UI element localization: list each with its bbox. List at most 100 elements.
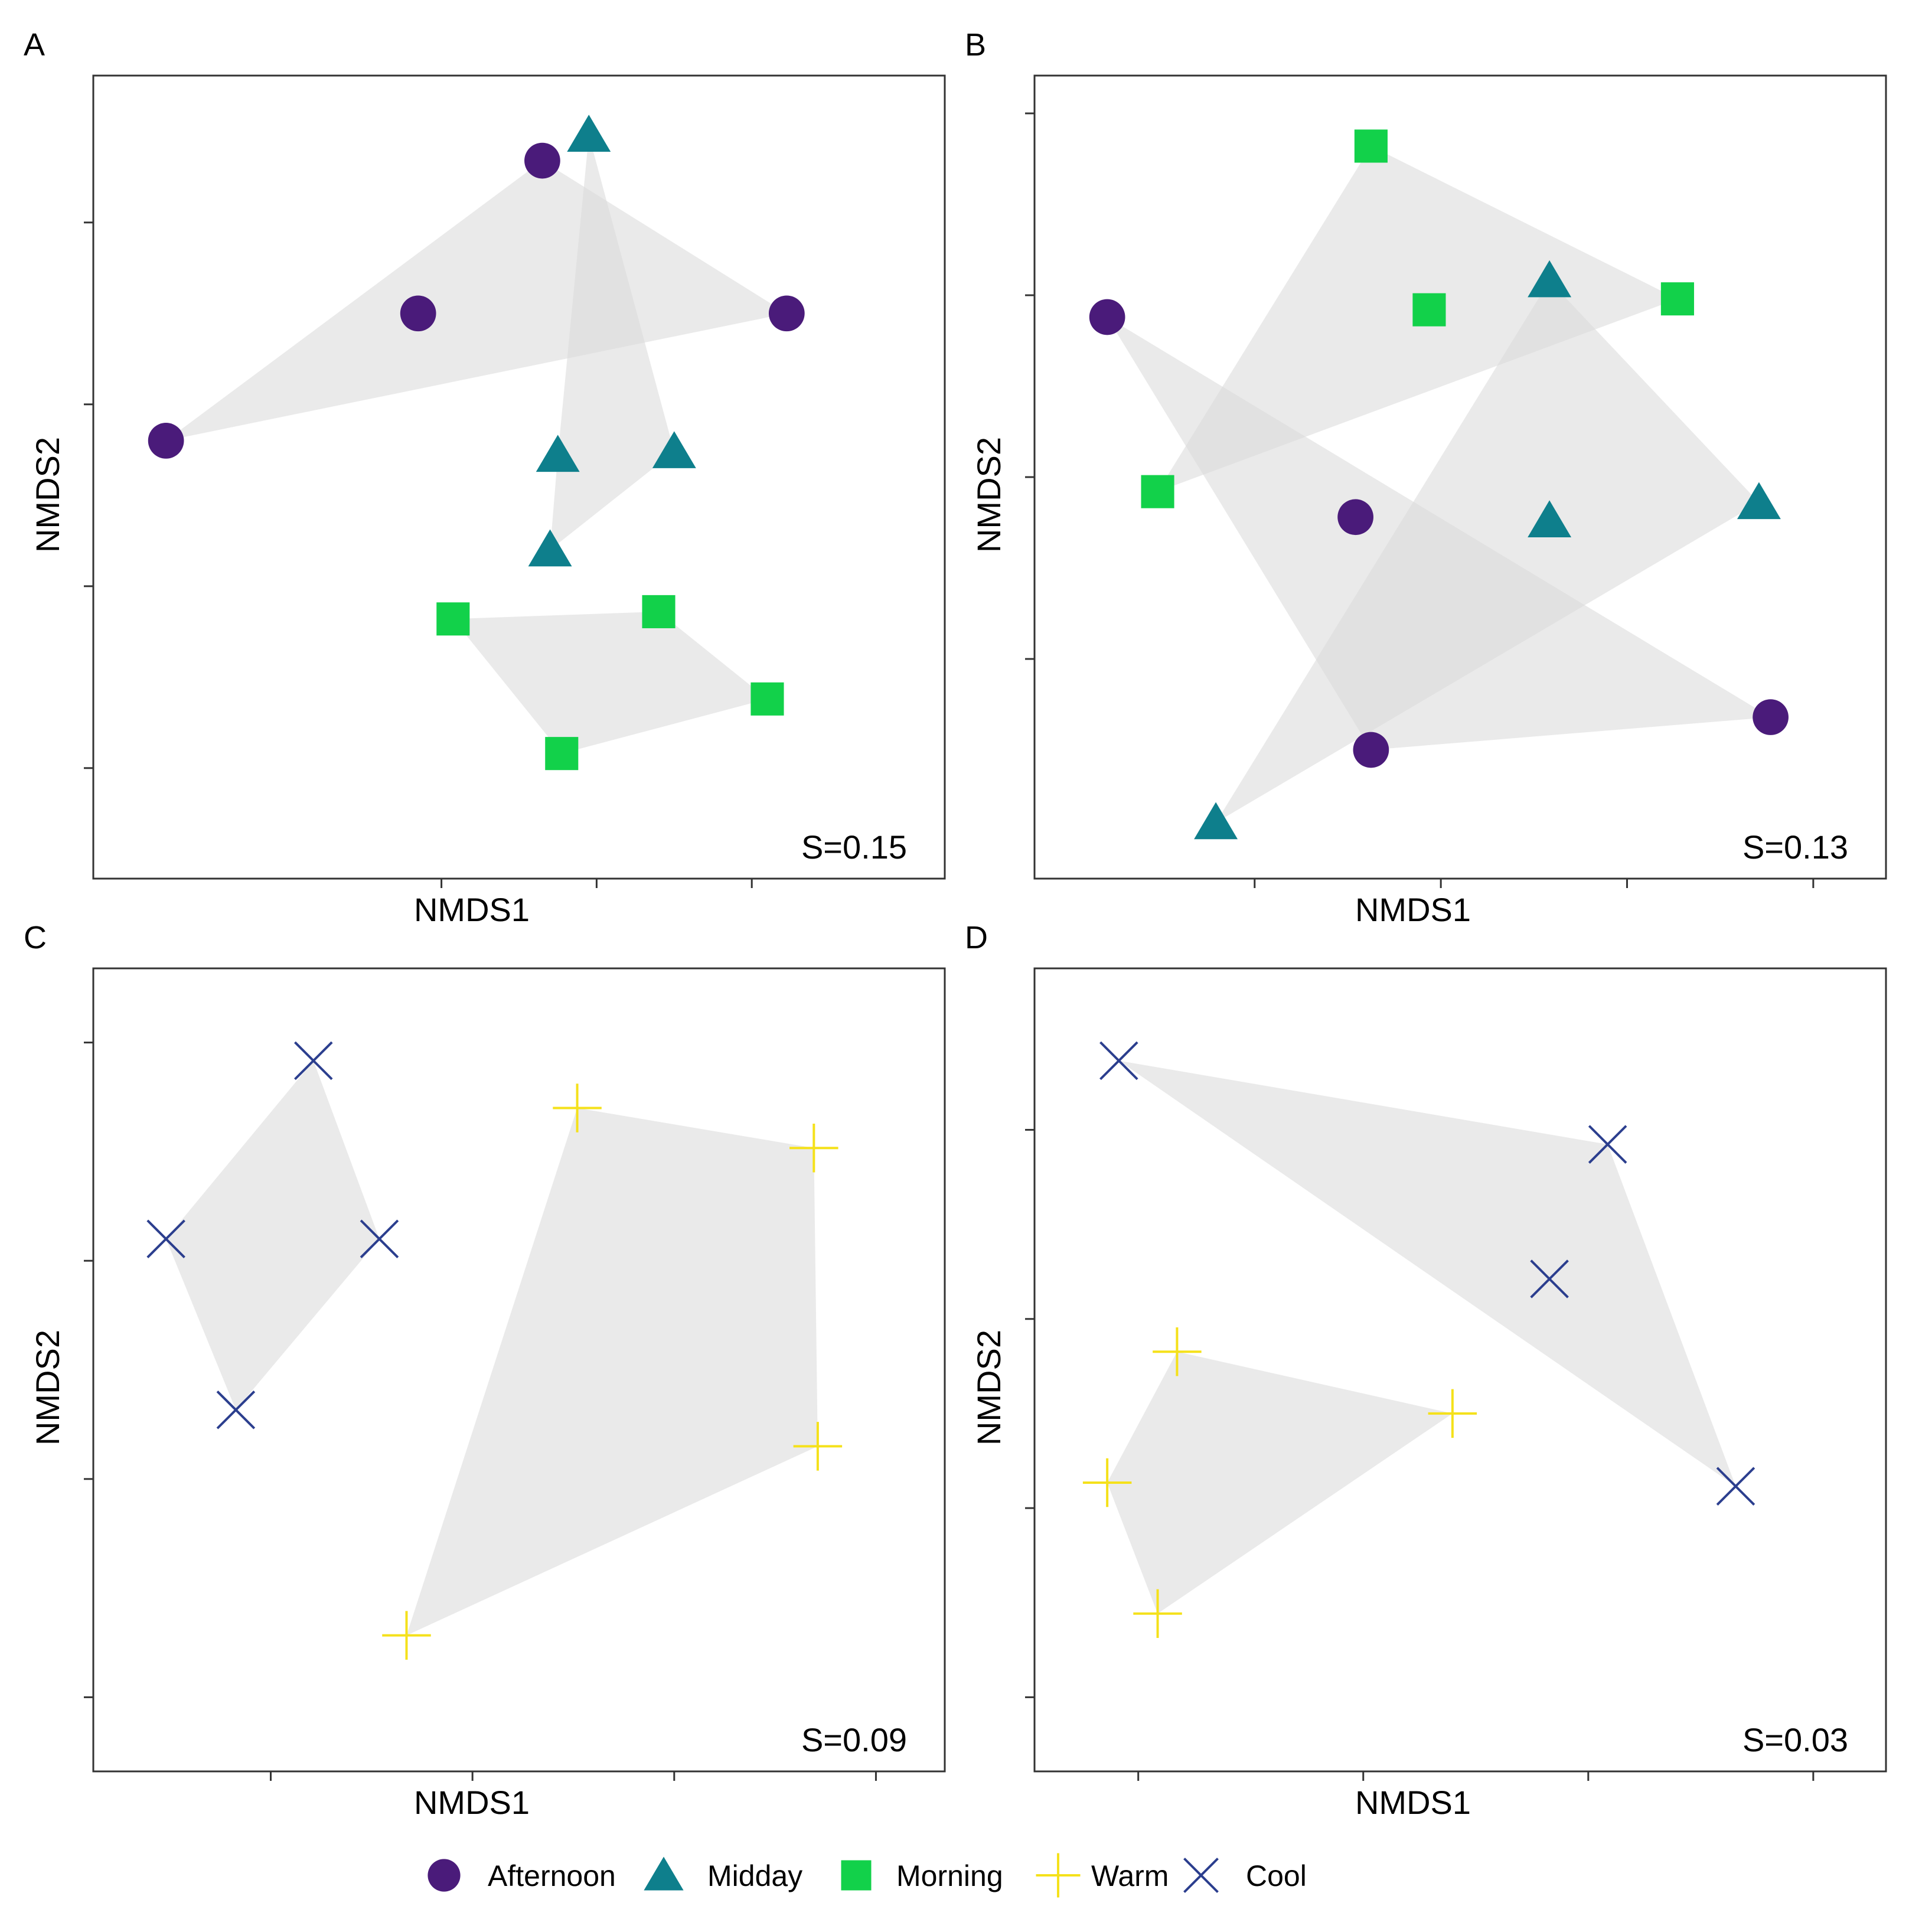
point-morning: [436, 602, 470, 636]
point-warm: [1153, 1327, 1202, 1376]
legend-item-warm: Warm: [1036, 1853, 1169, 1898]
plot-frame: [1033, 967, 1887, 1773]
points: [1089, 129, 1789, 840]
point-midday: [1737, 482, 1781, 520]
ticks: [1025, 112, 1815, 888]
legend-triangle-icon: [644, 1856, 684, 1891]
legend-item-midday: Midday: [644, 1856, 802, 1892]
legend-square-icon: [841, 1860, 872, 1891]
point-midday: [1528, 500, 1572, 537]
y-axis-title: NMDS2: [970, 437, 1007, 553]
hulls: [1107, 1060, 1736, 1614]
legend-cross-icon: [1183, 1858, 1219, 1893]
point-midday: [536, 435, 580, 472]
ticks: [1025, 1128, 1815, 1781]
legend-label: Cool: [1246, 1859, 1307, 1892]
point-warm: [789, 1123, 838, 1173]
legend-item-cool: Cool: [1183, 1858, 1307, 1893]
points: [148, 115, 805, 771]
plot-frame: [92, 74, 946, 880]
point-afternoon: [524, 142, 560, 179]
stress-value: S=0.03: [1742, 1721, 1848, 1758]
point-cool: [216, 1390, 256, 1430]
x-axis-title: NMDS1: [1355, 1784, 1471, 1821]
point-cool: [360, 1219, 399, 1259]
point-afternoon: [1753, 699, 1789, 735]
legend-label: Morning: [896, 1859, 1003, 1892]
point-afternoon: [400, 295, 436, 332]
legend-cross-icon-b: [1183, 1858, 1219, 1893]
point-cool-b: [216, 1390, 256, 1430]
hull-warm: [406, 1108, 818, 1636]
point-afternoon: [1089, 299, 1125, 335]
point-cool-b: [146, 1219, 185, 1259]
legend-label: Midday: [707, 1859, 802, 1892]
point-cool: [1716, 1467, 1755, 1506]
point-morning: [1354, 129, 1388, 163]
hull-midday: [1216, 280, 1759, 823]
point-afternoon: [1353, 732, 1389, 768]
point-morning: [1141, 475, 1174, 508]
point-warm: [1133, 1589, 1182, 1638]
point-cool: [1099, 1041, 1138, 1081]
panel-label: C: [24, 920, 47, 955]
panel-d: D NMDS1 NMDS2 S=0.03: [965, 920, 1887, 1821]
plot-frame: [92, 967, 946, 1773]
point-cool: [1530, 1259, 1569, 1298]
point-morning: [750, 682, 784, 716]
point-morning: [642, 595, 676, 628]
point-cool: [1588, 1125, 1627, 1164]
points: [1082, 1041, 1755, 1638]
x-axis-title: NMDS1: [414, 1784, 530, 1821]
point-cool-b: [1530, 1259, 1569, 1298]
legend-label: Afternoon: [488, 1859, 616, 1892]
point-afternoon: [768, 295, 805, 332]
panel-label: A: [24, 27, 45, 63]
stress-value: S=0.13: [1742, 828, 1848, 866]
point-morning: [1660, 282, 1694, 316]
point-cool-b: [1099, 1041, 1138, 1081]
point-midday: [528, 529, 572, 567]
panel-b: B NMDS1 NMDS2 S=0.13: [965, 27, 1887, 928]
point-cool-b: [360, 1219, 399, 1259]
point-morning: [545, 737, 579, 771]
point-midday: [652, 431, 696, 468]
point-afternoon: [1337, 499, 1373, 536]
hull-cool: [1118, 1060, 1736, 1487]
point-midday: [1194, 802, 1238, 840]
x-axis-title: NMDS1: [1355, 891, 1471, 928]
y-axis-title: NMDS2: [29, 1330, 66, 1445]
panel-a: A NMDS1 NMDS2 S=0.15: [24, 27, 946, 928]
hulls: [166, 1060, 818, 1636]
legend-circle-icon: [428, 1859, 461, 1892]
point-midday: [567, 115, 611, 152]
panels-layer: A NMDS1 NMDS2 S=0.15 B NMDS1 NMDS2 S=0.13 C NMDS1…: [24, 27, 1887, 1821]
point-midday: [1528, 260, 1572, 298]
x-axis-title: NMDS1: [414, 891, 530, 928]
legend: Afternoon Midday Morning Warm Cool: [428, 1853, 1307, 1898]
hull-cool: [166, 1060, 380, 1410]
point-warm: [553, 1084, 602, 1133]
stress-value: S=0.09: [801, 1721, 907, 1758]
point-cool: [146, 1219, 185, 1259]
point-warm: [793, 1422, 843, 1471]
panel-label: D: [965, 920, 988, 955]
stress-value: S=0.15: [801, 828, 907, 866]
points: [146, 1041, 843, 1660]
point-warm: [1428, 1389, 1477, 1438]
legend-label: Warm: [1091, 1859, 1169, 1892]
hull-morning: [453, 611, 768, 754]
legend-item-morning: Morning: [841, 1859, 1003, 1892]
point-afternoon: [148, 423, 184, 459]
panel-label: B: [965, 27, 986, 63]
y-axis-title: NMDS2: [29, 437, 66, 553]
ticks: [84, 1042, 877, 1781]
hull-midday: [550, 135, 674, 550]
point-cool-b: [1716, 1467, 1755, 1506]
hulls: [166, 135, 787, 754]
point-cool-b: [294, 1041, 333, 1081]
panel-c: C NMDS1 NMDS2 S=0.09: [24, 920, 946, 1821]
hulls: [1107, 146, 1771, 823]
hull-afternoon: [166, 161, 787, 441]
